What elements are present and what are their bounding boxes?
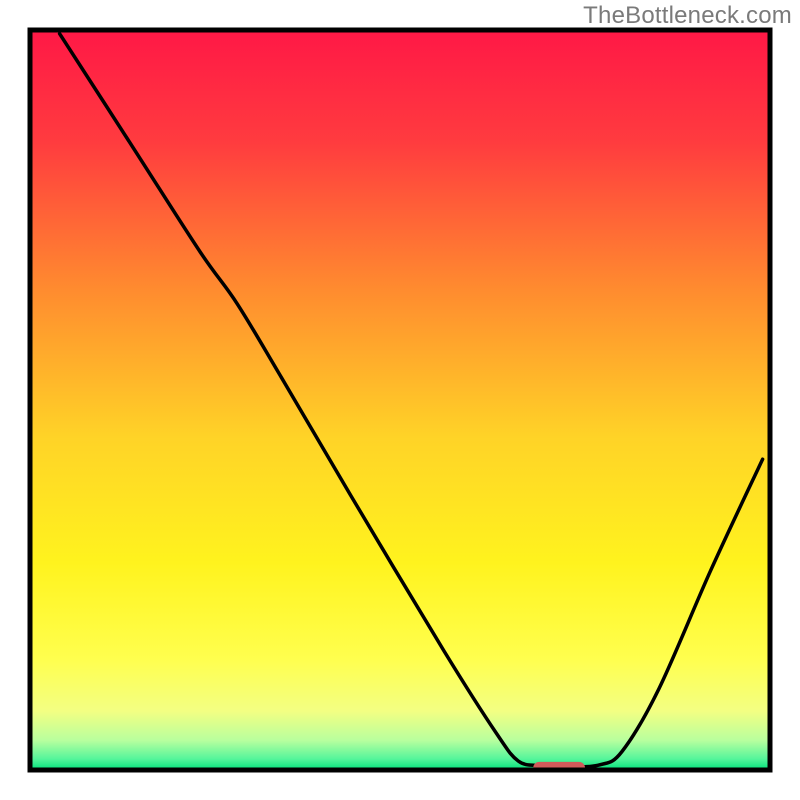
figure-root: TheBottleneck.com	[0, 0, 800, 800]
bottleneck-chart	[0, 0, 800, 800]
plot-area-group	[30, 30, 770, 778]
gradient-background	[30, 30, 770, 770]
watermark-text: TheBottleneck.com	[583, 2, 792, 30]
